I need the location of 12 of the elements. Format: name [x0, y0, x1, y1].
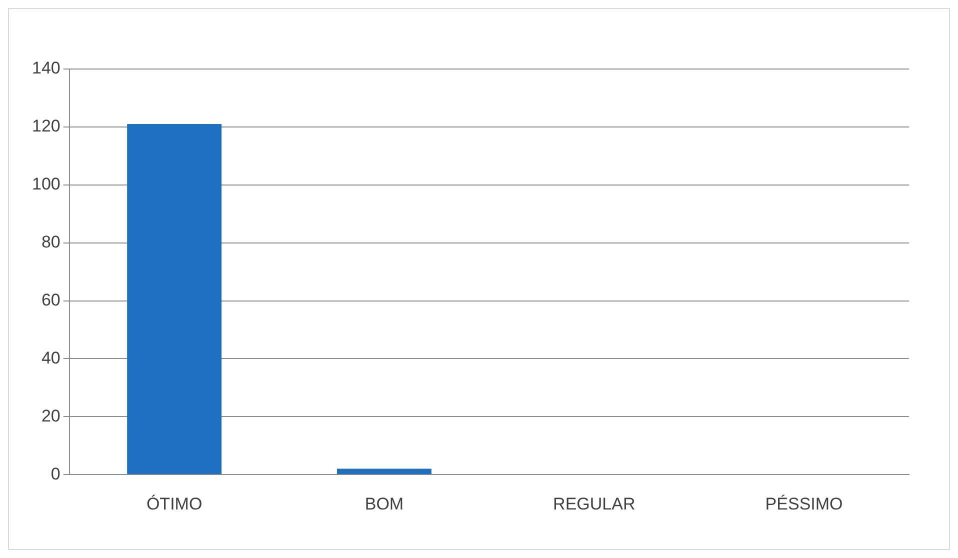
x-tick-label: BOM	[364, 494, 404, 514]
y-tick-label: 20	[41, 406, 60, 426]
y-tick-label: 80	[41, 232, 60, 252]
y-tick-label: 120	[32, 116, 60, 136]
y-tick-label: 40	[41, 348, 60, 368]
y-tick-label: 100	[32, 174, 60, 194]
x-tick-label: REGULAR	[553, 494, 636, 514]
x-tick-label: PÉSSIMO	[765, 494, 843, 514]
x-tick-label: ÓTIMO	[146, 494, 202, 514]
y-tick-label: 140	[32, 58, 60, 78]
y-tick-label: 0	[50, 464, 60, 484]
y-tick-label: 60	[41, 290, 60, 310]
